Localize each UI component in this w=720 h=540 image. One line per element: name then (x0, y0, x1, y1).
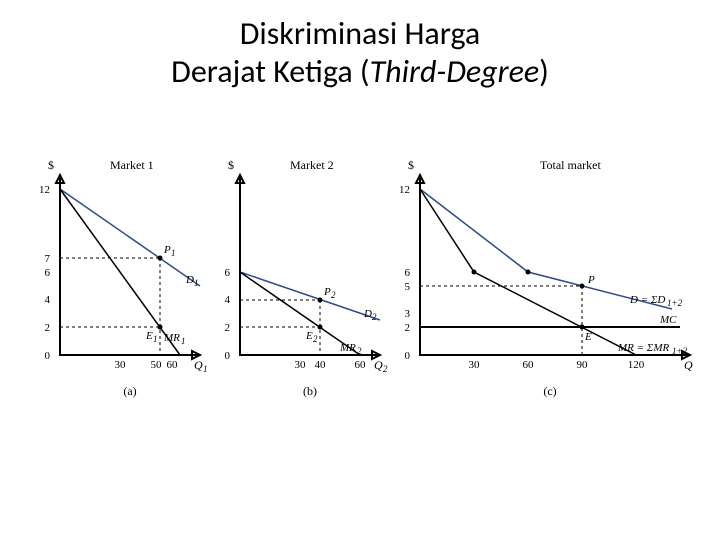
panel-a-sub: (a) (123, 384, 136, 398)
svg-text:30: 30 (115, 359, 127, 371)
chart-panel-a: 12 7 6 4 2 0 30 50 60 P1 E1 D1 MR1 $ Mar… (30, 155, 210, 415)
svg-text:60: 60 (167, 359, 179, 371)
chart-panel-b: 6 4 2 0 30 40 60 P2 E2 D2 MR2 $ Market 2… (210, 155, 390, 415)
svg-text:1+2: 1+2 (667, 298, 683, 308)
svg-text:Q: Q (374, 358, 383, 372)
svg-text:P: P (587, 274, 595, 286)
svg-text:30: 30 (295, 359, 307, 371)
svg-text:MR = ΣMR: MR = ΣMR (617, 342, 670, 354)
svg-text:2: 2 (357, 346, 362, 356)
svg-text:$: $ (408, 158, 414, 172)
title-line-2a: Derajat Ketiga ( (171, 52, 369, 91)
panel-b-sub: (b) (303, 384, 317, 398)
svg-text:1: 1 (194, 278, 199, 288)
svg-text:E: E (145, 330, 153, 342)
svg-text:MR: MR (339, 342, 356, 354)
svg-text:D: D (363, 308, 372, 320)
svg-text:0: 0 (45, 350, 51, 362)
svg-text:1: 1 (181, 336, 186, 346)
svg-text:MC: MC (659, 314, 677, 326)
svg-text:1: 1 (171, 248, 176, 258)
svg-text:Q: Q (684, 358, 693, 372)
svg-text:0: 0 (225, 350, 231, 362)
svg-text:2: 2 (45, 322, 51, 334)
chart-panel-c: 12 6 5 3 2 0 30 60 90 120 P E D = ΣD1+2 … (390, 155, 700, 415)
svg-text:Q: Q (194, 358, 203, 372)
svg-text:$: $ (228, 158, 234, 172)
svg-text:P: P (163, 244, 171, 256)
svg-text:4: 4 (45, 294, 51, 306)
svg-text:4: 4 (225, 294, 231, 306)
svg-text:2: 2 (383, 364, 388, 374)
svg-text:D = ΣD: D = ΣD (629, 294, 665, 306)
svg-text:1: 1 (203, 364, 208, 374)
svg-text:6: 6 (225, 267, 231, 279)
svg-text:2: 2 (225, 322, 231, 334)
svg-text:D: D (185, 274, 194, 286)
svg-text:7: 7 (45, 253, 51, 265)
svg-text:90: 90 (577, 359, 589, 371)
svg-text:2: 2 (331, 290, 336, 300)
svg-text:6: 6 (405, 267, 411, 279)
svg-text:E: E (305, 330, 313, 342)
svg-text:1: 1 (153, 334, 158, 344)
svg-text:2: 2 (405, 322, 411, 334)
charts-container: 12 7 6 4 2 0 30 50 60 P1 E1 D1 MR1 $ Mar… (30, 155, 690, 415)
svg-text:12: 12 (399, 184, 410, 196)
svg-text:50: 50 (151, 359, 163, 371)
svg-text:1+2: 1+2 (672, 346, 688, 356)
page-title: Diskriminasi Harga Derajat Ketiga (Third… (0, 0, 720, 92)
panel-c-sub: (c) (543, 384, 556, 398)
svg-text:P: P (323, 286, 331, 298)
svg-text:60: 60 (355, 359, 367, 371)
panel-b-title: Market 2 (290, 158, 334, 172)
svg-text:40: 40 (315, 359, 327, 371)
svg-text:$: $ (48, 158, 54, 172)
svg-text:E: E (584, 331, 592, 343)
title-line-2c: ) (539, 52, 549, 91)
panel-c-title: Total market (540, 158, 601, 172)
svg-text:3: 3 (405, 308, 411, 320)
svg-text:30: 30 (469, 359, 481, 371)
title-line-2b: Third-Degree (370, 52, 540, 91)
svg-text:2: 2 (313, 334, 318, 344)
panel-a-title: Market 1 (110, 158, 154, 172)
svg-text:6: 6 (45, 267, 51, 279)
svg-text:5: 5 (405, 281, 411, 293)
svg-text:0: 0 (405, 350, 411, 362)
svg-text:60: 60 (523, 359, 535, 371)
svg-text:MR: MR (163, 332, 180, 344)
svg-text:2: 2 (372, 312, 377, 322)
svg-text:12: 12 (39, 184, 50, 196)
svg-text:120: 120 (628, 359, 645, 371)
title-line-1: Diskriminasi Harga (240, 14, 481, 53)
